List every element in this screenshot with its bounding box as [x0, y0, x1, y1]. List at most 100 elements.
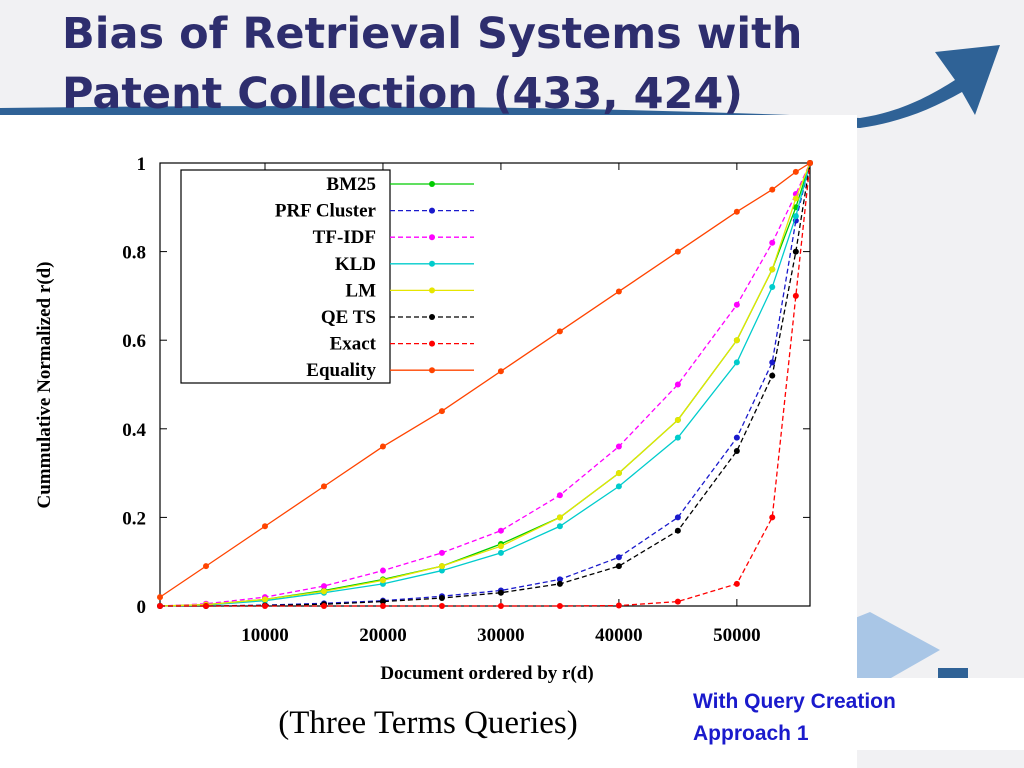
point: [321, 603, 327, 609]
point: [769, 373, 775, 379]
x-tick-label: 40000: [595, 625, 643, 646]
legend-label: TF-IDF: [313, 227, 376, 248]
point: [769, 514, 775, 520]
point: [557, 581, 563, 587]
point: [734, 448, 740, 454]
note-line: Approach 1: [693, 722, 809, 745]
y-tick-label: 0: [137, 597, 147, 618]
point: [380, 568, 386, 574]
point: [793, 293, 799, 299]
point: [734, 302, 740, 308]
point: [498, 528, 504, 534]
legend-marker: [429, 314, 435, 320]
point: [498, 603, 504, 609]
y-tick-label: 0.6: [122, 331, 146, 352]
legend-label: QE TS: [321, 307, 376, 328]
title-line: Patent Collection (433, 424): [62, 69, 743, 119]
legend-label: Exact: [330, 334, 377, 355]
point: [616, 444, 622, 450]
point: [439, 563, 445, 569]
point: [734, 359, 740, 365]
point: [557, 492, 563, 498]
caption: (Three Terms Queries): [278, 705, 577, 741]
point: [769, 359, 775, 365]
legend-label: LM: [345, 280, 376, 301]
x-tick-label: 10000: [241, 625, 289, 646]
y-tick-label: 1: [137, 154, 147, 175]
legend-marker: [429, 234, 435, 240]
legend-label: PRF Cluster: [275, 201, 377, 222]
point: [498, 590, 504, 596]
point: [557, 514, 563, 520]
point: [793, 195, 799, 201]
x-tick-label: 50000: [713, 625, 761, 646]
x-axis-label: Document ordered by r(d): [380, 663, 593, 684]
title-line: Bias of Retrieval Systems with: [62, 9, 802, 59]
legend-marker: [429, 367, 435, 373]
y-tick-label: 0.2: [122, 508, 146, 529]
legend-marker: [429, 181, 435, 187]
point: [793, 169, 799, 175]
legend-marker: [429, 341, 435, 347]
point: [557, 523, 563, 529]
point: [262, 596, 268, 602]
point: [734, 337, 740, 343]
legend-label: Equality: [306, 360, 376, 381]
legend-marker: [429, 287, 435, 293]
point: [675, 249, 681, 255]
point: [439, 603, 445, 609]
point: [380, 603, 386, 609]
point: [557, 328, 563, 334]
point: [675, 514, 681, 520]
point: [675, 599, 681, 605]
y-tick-label: 0.4: [122, 420, 146, 441]
slide: Bias of Retrieval Systems with Patent Co…: [0, 0, 1024, 768]
x-tick-label: 30000: [477, 625, 525, 646]
point: [157, 594, 163, 600]
point: [380, 444, 386, 450]
point: [734, 435, 740, 441]
point: [807, 160, 813, 166]
point: [157, 603, 163, 609]
point: [557, 603, 563, 609]
page: Bias of Retrieval Systems with Patent Co…: [0, 0, 1024, 768]
point: [734, 581, 740, 587]
point: [616, 470, 622, 476]
point: [616, 483, 622, 489]
point: [769, 187, 775, 193]
point: [675, 417, 681, 423]
point: [380, 577, 386, 583]
y-axis-label: Cummulative Normalized r(d): [34, 262, 55, 509]
legend-label: BM25: [326, 174, 376, 195]
point: [439, 408, 445, 414]
point: [439, 595, 445, 601]
point: [498, 543, 504, 549]
point: [769, 266, 775, 272]
point: [769, 240, 775, 246]
point: [793, 213, 799, 219]
point: [498, 368, 504, 374]
point: [675, 382, 681, 388]
point: [616, 554, 622, 560]
y-tick-label: 0.8: [122, 243, 146, 264]
legend-label: KLD: [335, 254, 376, 275]
point: [769, 284, 775, 290]
point: [616, 603, 622, 609]
note-line: With Query Creation: [693, 690, 896, 713]
point: [793, 249, 799, 255]
point: [203, 563, 209, 569]
x-tick-label: 20000: [359, 625, 407, 646]
point: [616, 288, 622, 294]
legend-marker: [429, 261, 435, 267]
point: [734, 209, 740, 215]
point: [675, 435, 681, 441]
point: [262, 523, 268, 529]
point: [262, 603, 268, 609]
point: [616, 563, 622, 569]
point: [321, 588, 327, 594]
point: [498, 550, 504, 556]
point: [321, 483, 327, 489]
point: [321, 583, 327, 589]
point: [439, 550, 445, 556]
legend-marker: [429, 208, 435, 214]
